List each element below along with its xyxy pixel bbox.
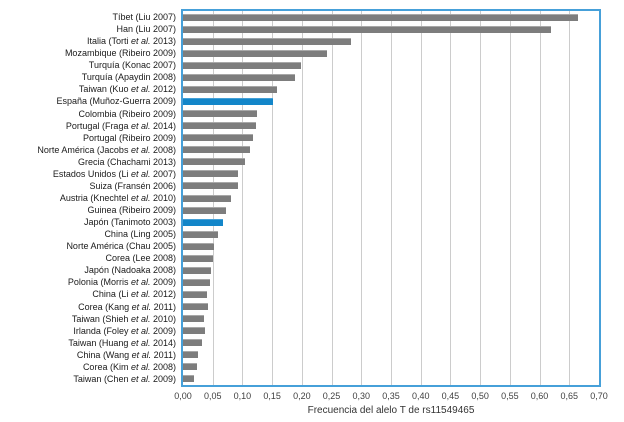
x-axis-title: Frecuencia del alelo T de rs11549465 [307, 405, 475, 416]
bar [183, 339, 203, 347]
x-tick-label: 0,10 [233, 391, 252, 401]
category-label: Austria (Knechtel et al. 2010) [59, 192, 176, 203]
category-label: Turquía (Apaydin 2008) [81, 72, 176, 83]
x-tick-label: 0,05 [203, 391, 222, 401]
bar [183, 230, 219, 238]
bar [183, 110, 258, 118]
bar [183, 158, 246, 166]
x-tick-label: 0,60 [530, 391, 549, 401]
category-label: Irlanda (Foley et al. 2009) [73, 325, 176, 336]
category-label: China (Wang et al. 2011) [76, 349, 176, 360]
bar [183, 242, 215, 250]
category-label: Norte América (Jacobs et al. 2008) [37, 144, 176, 155]
bar [183, 134, 254, 142]
category-label: Grecia (Chachami 2013) [77, 156, 176, 167]
category-label: China (Li et al. 2012) [92, 289, 176, 300]
bar [183, 375, 195, 383]
x-tick-label: 0,55 [501, 391, 519, 401]
bar [183, 122, 256, 130]
gridline [420, 11, 422, 385]
gridline [569, 11, 571, 385]
bar [183, 278, 210, 286]
bar [183, 194, 232, 202]
category-label: Mozambique (Ribeiro 2009) [64, 48, 176, 59]
gridline [391, 11, 392, 385]
bar [183, 291, 207, 299]
bar [183, 266, 211, 274]
category-label: Colombia (Ribeiro 2009) [78, 108, 176, 119]
category-label: Taiwan (Huang et al. 2014) [68, 337, 176, 348]
bar [183, 13, 579, 21]
category-label: Italia (Torti et al. 2013) [86, 36, 176, 47]
bar [183, 61, 301, 69]
gridline [301, 11, 303, 385]
bar [183, 49, 328, 57]
gridline [450, 11, 452, 385]
plot-area [181, 9, 601, 387]
category-label: China (Ling 2005) [104, 229, 176, 240]
category-label: Han (Liu 2007) [116, 24, 176, 35]
category-label: Norte América (Chau 2005) [66, 241, 176, 252]
x-tick-label: 0,50 [471, 391, 489, 401]
bar [183, 351, 198, 359]
bar [183, 327, 205, 335]
bar [183, 73, 295, 81]
bar [183, 182, 238, 190]
category-label: Turquía (Konac 2007) [88, 60, 176, 71]
x-tick-label: 0,70 [590, 391, 608, 401]
bar [183, 254, 213, 262]
gridline [480, 11, 482, 385]
x-tick-label: 0,15 [263, 391, 281, 401]
category-label: Tíbet (Liu 2007) [112, 12, 176, 22]
category-label: Portugal (Ribeiro 2009) [82, 132, 176, 143]
category-label: España (Muñoz-Guerra 2009) [56, 96, 176, 107]
category-label: Estados Unidos (Li et al. 2007) [52, 168, 176, 179]
gridline [361, 11, 363, 385]
bar [183, 37, 352, 45]
x-tick-label: 0,20 [293, 391, 311, 401]
category-label: Guinea (Ribeiro 2009) [87, 205, 176, 216]
bar-highlighted [183, 218, 224, 226]
x-tick-label: 0,45 [441, 391, 460, 401]
gridline [242, 11, 244, 385]
x-tick-label: 0,40 [411, 391, 430, 401]
category-label: Polonia (Morris et al. 2009) [67, 277, 176, 288]
category-label: Corea (Kim et al. 2008) [82, 361, 176, 372]
category-label: Taiwan (Shieh et al. 2010) [71, 313, 176, 324]
category-label: Taiwan (Kuo et al. 2012) [78, 84, 176, 95]
x-tick-label: 0,65 [560, 391, 579, 401]
bar [183, 206, 227, 214]
category-label: Suiza (Fransén 2006) [89, 180, 176, 191]
bar [183, 315, 204, 323]
gridline [509, 11, 511, 385]
gridline [539, 11, 541, 385]
bar [183, 85, 277, 93]
category-label: Portugal (Fraga et al. 2014) [65, 120, 176, 131]
bar [183, 170, 239, 178]
bar [183, 25, 552, 33]
bar [183, 303, 208, 311]
category-label: Corea (Lee 2008) [105, 253, 176, 264]
category-label: Japón (Tanimoto 2003) [83, 217, 176, 228]
x-tick-label: 0,30 [352, 391, 371, 401]
gridline [331, 11, 333, 385]
bar [183, 363, 198, 371]
category-label: Taiwan (Chen et al. 2009) [73, 373, 176, 384]
category-label: Corea (Kang et al. 2011) [78, 301, 176, 312]
x-tick-label: 0,00 [174, 391, 192, 401]
bar [183, 146, 251, 154]
x-tick-label: 0,35 [382, 391, 400, 401]
bar-highlighted [183, 97, 274, 105]
x-tick-label: 0,25 [322, 391, 341, 401]
category-label: Japón (Nadoaka 2008) [84, 265, 176, 276]
gridline [272, 11, 274, 385]
